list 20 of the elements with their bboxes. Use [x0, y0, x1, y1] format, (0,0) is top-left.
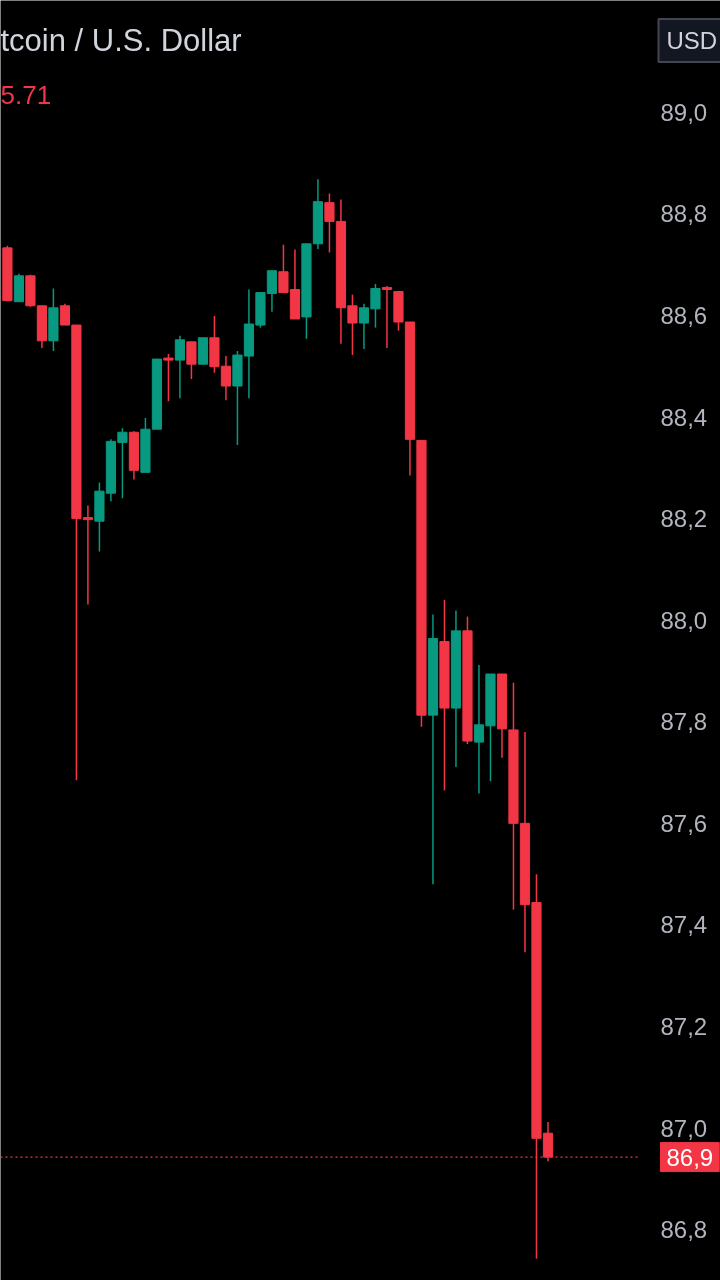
y-tick-label: 87,2 — [660, 1013, 708, 1041]
candlestick — [381, 285, 393, 349]
y-tick-label: 87,8 — [660, 708, 708, 736]
ref-line-label: 86,9 — [666, 1143, 714, 1171]
y-tick-label: 88,8 — [660, 200, 708, 228]
y-tick-label: 87,4 — [660, 911, 708, 939]
y-tick-label: 87,0 — [660, 1114, 708, 1142]
y-tick-label: 89,0 — [660, 98, 708, 126]
y-tick-label: 88,2 — [660, 505, 708, 533]
text: USD — [666, 27, 718, 54]
candlestick — [174, 334, 186, 399]
y-tick-label: 88,4 — [660, 403, 708, 431]
y-tick-label: 86,8 — [660, 1216, 708, 1244]
text: 5.71 — [0, 79, 52, 110]
candlestick — [163, 353, 174, 403]
candlestick — [186, 341, 197, 380]
text: tcoin / U.S. Dollar — [0, 23, 242, 58]
y-tick-label: 87,6 — [660, 809, 708, 837]
y-tick-label: 88,0 — [660, 606, 708, 634]
y-tick-label: 88,6 — [660, 301, 708, 329]
